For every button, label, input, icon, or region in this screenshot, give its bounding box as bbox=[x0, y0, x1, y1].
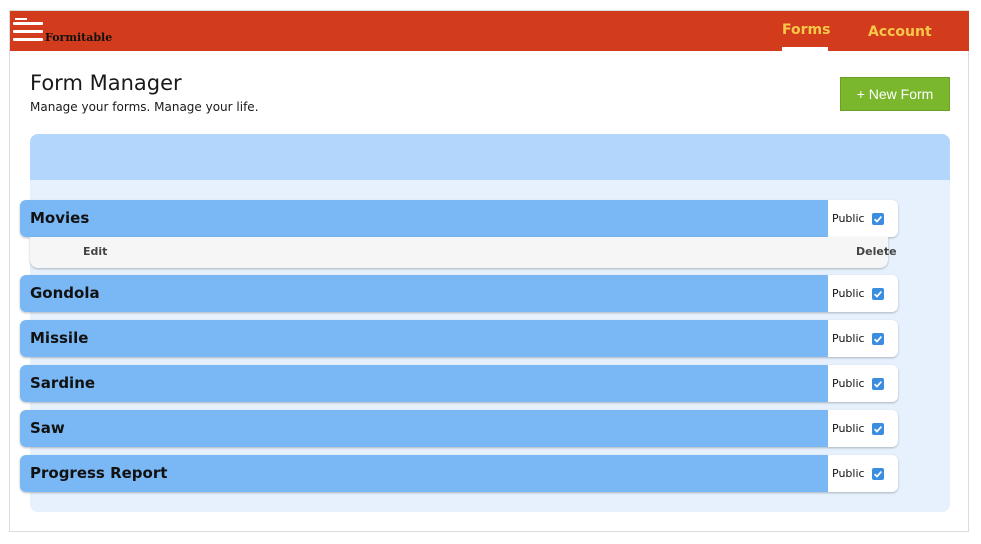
brand-logo: Formitable bbox=[45, 31, 113, 44]
page-title: Form Manager bbox=[30, 71, 182, 95]
form-row: Missile Public bbox=[20, 320, 898, 357]
public-label: Public bbox=[832, 467, 865, 480]
panel-header bbox=[30, 134, 950, 180]
form-row-title[interactable]: Saw bbox=[20, 410, 828, 447]
public-checkbox[interactable] bbox=[872, 378, 884, 390]
form-name: Sardine bbox=[30, 374, 96, 392]
form-row: Sardine Public bbox=[20, 365, 898, 402]
form-name: Missile bbox=[30, 329, 89, 347]
public-checkbox[interactable] bbox=[872, 468, 884, 480]
checkmark-icon bbox=[874, 426, 883, 433]
edit-button[interactable]: Edit bbox=[83, 245, 108, 258]
hamburger-tab bbox=[15, 18, 27, 20]
delete-button[interactable]: Delete bbox=[856, 245, 897, 258]
page-subtitle: Manage your forms. Manage your life. bbox=[30, 100, 259, 114]
hamburger-menu-icon[interactable] bbox=[13, 18, 43, 45]
form-actions-bar: Edit Delete bbox=[30, 237, 897, 268]
public-checkbox[interactable] bbox=[872, 213, 884, 225]
form-row-title[interactable]: Sardine bbox=[20, 365, 828, 402]
form-name: Gondola bbox=[30, 284, 100, 302]
form-row-title[interactable]: Gondola bbox=[20, 275, 828, 312]
hamburger-line bbox=[13, 38, 43, 41]
form-row: Movies Public bbox=[20, 200, 898, 237]
form-row-title[interactable]: Missile bbox=[20, 320, 828, 357]
form-row-title[interactable]: Progress Report bbox=[20, 455, 828, 492]
form-row: Saw Public bbox=[20, 410, 898, 447]
checkmark-icon bbox=[874, 291, 883, 298]
public-label: Public bbox=[832, 422, 865, 435]
public-label: Public bbox=[832, 212, 865, 225]
new-form-button[interactable]: + New Form bbox=[840, 77, 950, 111]
nav-forms[interactable]: Forms bbox=[782, 11, 831, 51]
public-label: Public bbox=[832, 377, 865, 390]
hamburger-line bbox=[13, 22, 43, 25]
public-label: Public bbox=[832, 332, 865, 345]
checkmark-icon bbox=[874, 336, 883, 343]
form-name: Saw bbox=[30, 419, 65, 437]
hamburger-line bbox=[13, 30, 43, 33]
checkmark-icon bbox=[874, 216, 883, 223]
form-name: Progress Report bbox=[30, 464, 168, 482]
form-name: Movies bbox=[30, 209, 90, 227]
public-checkbox[interactable] bbox=[872, 423, 884, 435]
public-checkbox[interactable] bbox=[872, 333, 884, 345]
nav-account[interactable]: Account bbox=[868, 24, 932, 40]
public-checkbox[interactable] bbox=[872, 288, 884, 300]
checkmark-icon bbox=[874, 471, 883, 478]
active-nav-indicator bbox=[782, 47, 828, 51]
form-row-title[interactable]: Movies bbox=[20, 200, 828, 237]
public-label: Public bbox=[832, 287, 865, 300]
nav-forms-label: Forms bbox=[782, 22, 831, 38]
form-row: Progress Report Public bbox=[20, 455, 898, 492]
checkmark-icon bbox=[874, 381, 883, 388]
form-row: Gondola Public bbox=[20, 275, 898, 312]
top-navbar: Formitable Forms Account bbox=[10, 11, 969, 51]
